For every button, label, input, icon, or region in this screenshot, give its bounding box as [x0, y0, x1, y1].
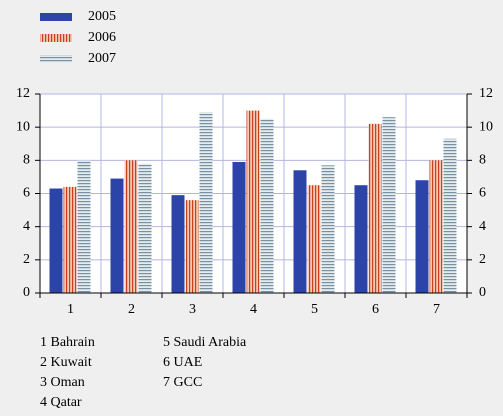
y2-tick-label: 6: [479, 186, 486, 201]
y2-tick-label: 0: [479, 285, 486, 300]
bar: [110, 178, 124, 293]
bar: [171, 195, 185, 293]
bar: [293, 170, 307, 293]
bar: [382, 117, 396, 293]
bar: [49, 188, 63, 293]
note: 4 Qatar: [40, 395, 82, 410]
y2-tick-label: 4: [479, 219, 486, 234]
note: 3 Oman: [40, 375, 85, 390]
legend-label: 2007: [88, 51, 116, 66]
x-tick-label: 5: [311, 302, 318, 317]
y-tick-label: 2: [23, 252, 30, 267]
note: 2 Kuwait: [40, 355, 92, 370]
y-tick-label: 0: [23, 285, 30, 300]
note: 7 GCC: [163, 375, 202, 390]
legend-swatch: [40, 13, 72, 21]
bar: [124, 160, 138, 293]
bar: [63, 186, 77, 293]
x-tick-label: 4: [250, 302, 257, 317]
bar: [307, 185, 321, 293]
bar: [260, 118, 274, 293]
y2-tick-label: 10: [479, 119, 493, 134]
y-tick-label: 12: [16, 86, 30, 101]
bar: [232, 161, 246, 293]
legend-swatch: [40, 55, 72, 63]
bar: [354, 185, 368, 293]
y2-tick-label: 8: [479, 153, 486, 168]
x-tick-label: 7: [433, 302, 440, 317]
bar: [246, 110, 260, 293]
bar: [368, 123, 382, 293]
x-tick-label: 1: [67, 302, 74, 317]
x-tick-label: 2: [128, 302, 135, 317]
y-tick-label: 10: [16, 119, 30, 134]
x-tick-label: 3: [189, 302, 196, 317]
x-tick-label: 6: [372, 302, 379, 317]
bar: [77, 160, 91, 293]
y-tick-label: 8: [23, 153, 30, 168]
bar: [429, 160, 443, 293]
y2-tick-label: 12: [479, 86, 493, 101]
note: 6 UAE: [163, 355, 202, 370]
y-tick-label: 4: [23, 219, 30, 234]
legend-label: 2005: [88, 9, 116, 24]
bar: [321, 165, 335, 293]
note: 5 Saudi Arabia: [163, 335, 247, 350]
note: 1 Bahrain: [40, 335, 95, 350]
legend-label: 2006: [88, 30, 116, 45]
bar: [415, 180, 429, 293]
bar: [185, 200, 199, 293]
y2-tick-label: 2: [479, 252, 486, 267]
bar: [199, 112, 213, 293]
y-tick-label: 6: [23, 186, 30, 201]
bar: [138, 163, 152, 293]
legend-swatch: [40, 34, 72, 42]
bar: [443, 138, 457, 293]
